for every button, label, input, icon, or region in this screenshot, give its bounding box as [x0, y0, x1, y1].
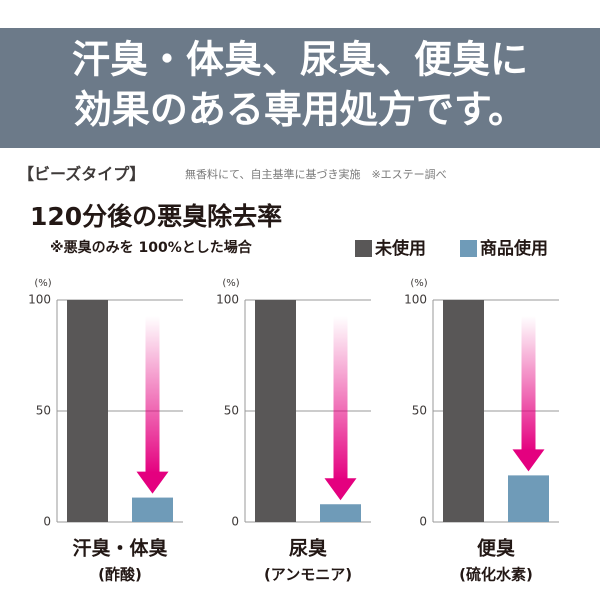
category-label: 汗臭・体臭: [72, 537, 167, 560]
y-tick-label: 0: [419, 515, 427, 529]
category-sublabel: (アンモニア): [264, 566, 352, 584]
arrow-shaft: [145, 316, 160, 474]
note: 無香料にて、自主基準に基づき実施 ※エステー調べ: [185, 167, 447, 181]
category-label: 便臭: [477, 537, 515, 560]
category-sublabel: (酢酸): [98, 566, 142, 584]
bar: [255, 300, 296, 522]
subtitle: ※悪臭のみを 100%とした場合: [50, 239, 253, 256]
banner-line: 汗臭・体臭、尿臭、便臭に: [72, 38, 528, 82]
type-label: 【ビーズタイプ】: [18, 165, 145, 184]
bar: [320, 504, 361, 522]
banner: [0, 28, 600, 148]
legend-label: 未使用: [374, 238, 426, 259]
bar: [508, 475, 549, 522]
banner-line: 効果のある専用処方です。: [74, 88, 526, 132]
y-tick-label: 0: [43, 515, 51, 529]
legend-swatch: [460, 240, 477, 257]
bar: [67, 300, 108, 522]
bar: [132, 497, 173, 522]
y-tick-label: 50: [412, 404, 427, 418]
arrow-shaft: [521, 316, 536, 452]
y-axis-label: (%): [34, 278, 51, 289]
y-axis-label: (%): [410, 278, 427, 289]
y-tick-label: 50: [224, 404, 239, 418]
bar: [443, 300, 484, 522]
legend-label: 商品使用: [480, 238, 548, 259]
arrow-head: [512, 449, 545, 472]
chart-title: 120分後の悪臭除去率: [30, 202, 282, 231]
y-tick-label: 0: [231, 515, 239, 529]
legend-swatch: [355, 240, 372, 257]
arrow-head: [136, 471, 169, 494]
y-tick-label: 50: [36, 404, 51, 418]
arrow-shaft: [333, 316, 348, 481]
y-tick-label: 100: [28, 293, 51, 307]
y-tick-label: 100: [404, 293, 427, 307]
y-axis-label: (%): [222, 278, 239, 289]
category-label: 尿臭: [289, 537, 327, 560]
category-sublabel: (硫化水素): [459, 566, 533, 584]
arrow-head: [324, 478, 357, 501]
y-tick-label: 100: [216, 293, 239, 307]
